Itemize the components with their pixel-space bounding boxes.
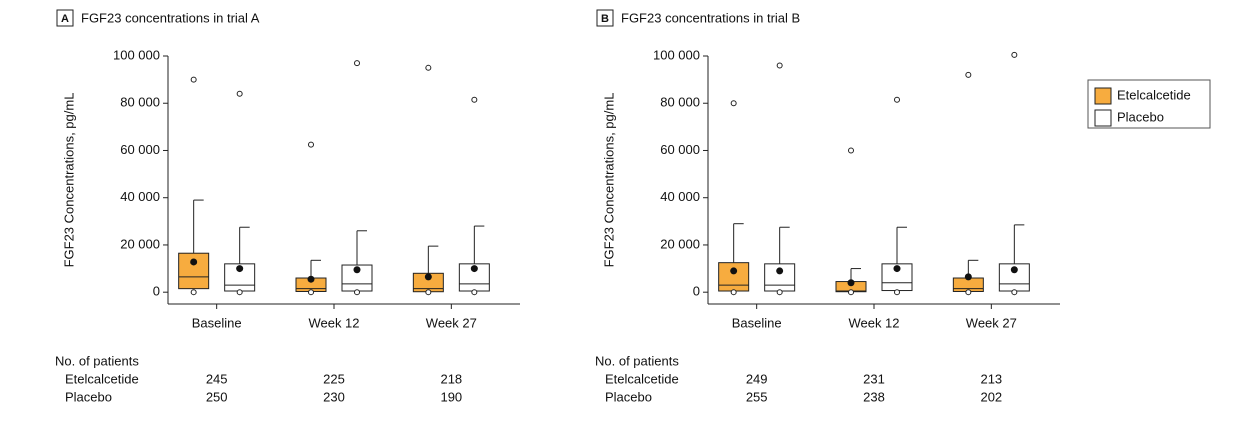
y-tick-label: 60 000 [120, 142, 160, 157]
outlier [894, 289, 900, 296]
outlier [965, 289, 972, 296]
mean [353, 266, 361, 274]
patient-count: 218 [440, 371, 462, 386]
outlier [425, 289, 432, 296]
y-tick-label: 80 000 [660, 95, 700, 110]
patients-label: No. of patients [595, 353, 679, 368]
patient-count: 190 [440, 389, 462, 404]
chart-title: FGF23 concentrations in trial A [81, 10, 260, 25]
patient-count: 213 [980, 371, 1002, 386]
patients-row-label: Etelcalcetide [605, 371, 679, 386]
outlier [776, 62, 783, 69]
y-tick-label: 0 [693, 284, 700, 299]
outlier [1011, 289, 1018, 296]
chart-title: FGF23 concentrations in trial B [621, 10, 800, 25]
mean [424, 273, 432, 281]
outlier [425, 64, 432, 71]
outlier [894, 96, 900, 103]
x-tick-label: Week 27 [966, 315, 1017, 330]
y-axis-label: FGF23 Concentrations, pg/mL [601, 93, 616, 268]
outlier [730, 289, 737, 296]
outlier [308, 289, 314, 296]
outlier [236, 289, 243, 296]
mean [307, 275, 315, 283]
x-tick-label: Baseline [732, 315, 782, 330]
patient-count: 231 [863, 371, 885, 386]
x-tick-label: Week 12 [848, 315, 899, 330]
mean [190, 258, 198, 266]
mean [847, 279, 855, 287]
outlier [354, 289, 360, 296]
y-tick-label: 0 [153, 284, 160, 299]
box [224, 263, 256, 292]
y-tick-label: 60 000 [660, 142, 700, 157]
outlier [190, 76, 197, 83]
mean [236, 265, 244, 273]
patient-count: 230 [323, 389, 345, 404]
y-tick-label: 100 000 [653, 47, 700, 62]
patient-count: 245 [206, 371, 228, 386]
patient-count: 250 [206, 389, 228, 404]
patients-row-label: Etelcalcetide [65, 371, 139, 386]
legend-label: Etelcalcetide [1117, 87, 1191, 102]
y-axis-label: FGF23 Concentrations, pg/mL [61, 93, 76, 268]
patients-row-label: Placebo [65, 389, 112, 404]
x-tick-label: Week 12 [308, 315, 359, 330]
legend-swatch [1094, 87, 1112, 105]
y-tick-label: 80 000 [120, 95, 160, 110]
legend-label: Placebo [1117, 109, 1164, 124]
box [178, 252, 210, 290]
outlier [471, 96, 478, 103]
x-tick-label: Baseline [192, 315, 242, 330]
outlier [1011, 51, 1018, 58]
y-tick-label: 100 000 [113, 47, 160, 62]
outlier [190, 289, 197, 296]
patient-count: 249 [746, 371, 768, 386]
y-tick-label: 20 000 [660, 236, 700, 251]
outlier [965, 71, 972, 78]
outlier [308, 141, 314, 148]
y-tick-label: 20 000 [120, 236, 160, 251]
outlier [848, 289, 854, 296]
box [718, 262, 750, 292]
legend-swatch [1094, 109, 1112, 127]
outlier [848, 147, 854, 154]
mean [730, 267, 738, 275]
outlier [730, 100, 737, 107]
patient-count: 202 [980, 389, 1002, 404]
patients-label: No. of patients [55, 353, 139, 368]
outlier [471, 289, 478, 296]
outlier [354, 60, 360, 67]
y-tick-label: 40 000 [660, 189, 700, 204]
patient-count: 255 [746, 389, 768, 404]
x-tick-label: Week 27 [426, 315, 477, 330]
mean [964, 273, 972, 281]
mean [470, 265, 478, 273]
mean [1010, 266, 1018, 274]
panel-badge [596, 9, 614, 27]
outlier [776, 289, 783, 296]
panel-badge [56, 9, 74, 27]
mean [893, 265, 901, 273]
mean [776, 267, 784, 275]
panel-letter: A [61, 13, 69, 25]
y-tick-label: 40 000 [120, 189, 160, 204]
patient-count: 225 [323, 371, 345, 386]
patients-row-label: Placebo [605, 389, 652, 404]
outlier [236, 90, 243, 97]
panel-letter: B [601, 13, 609, 25]
patient-count: 238 [863, 389, 885, 404]
